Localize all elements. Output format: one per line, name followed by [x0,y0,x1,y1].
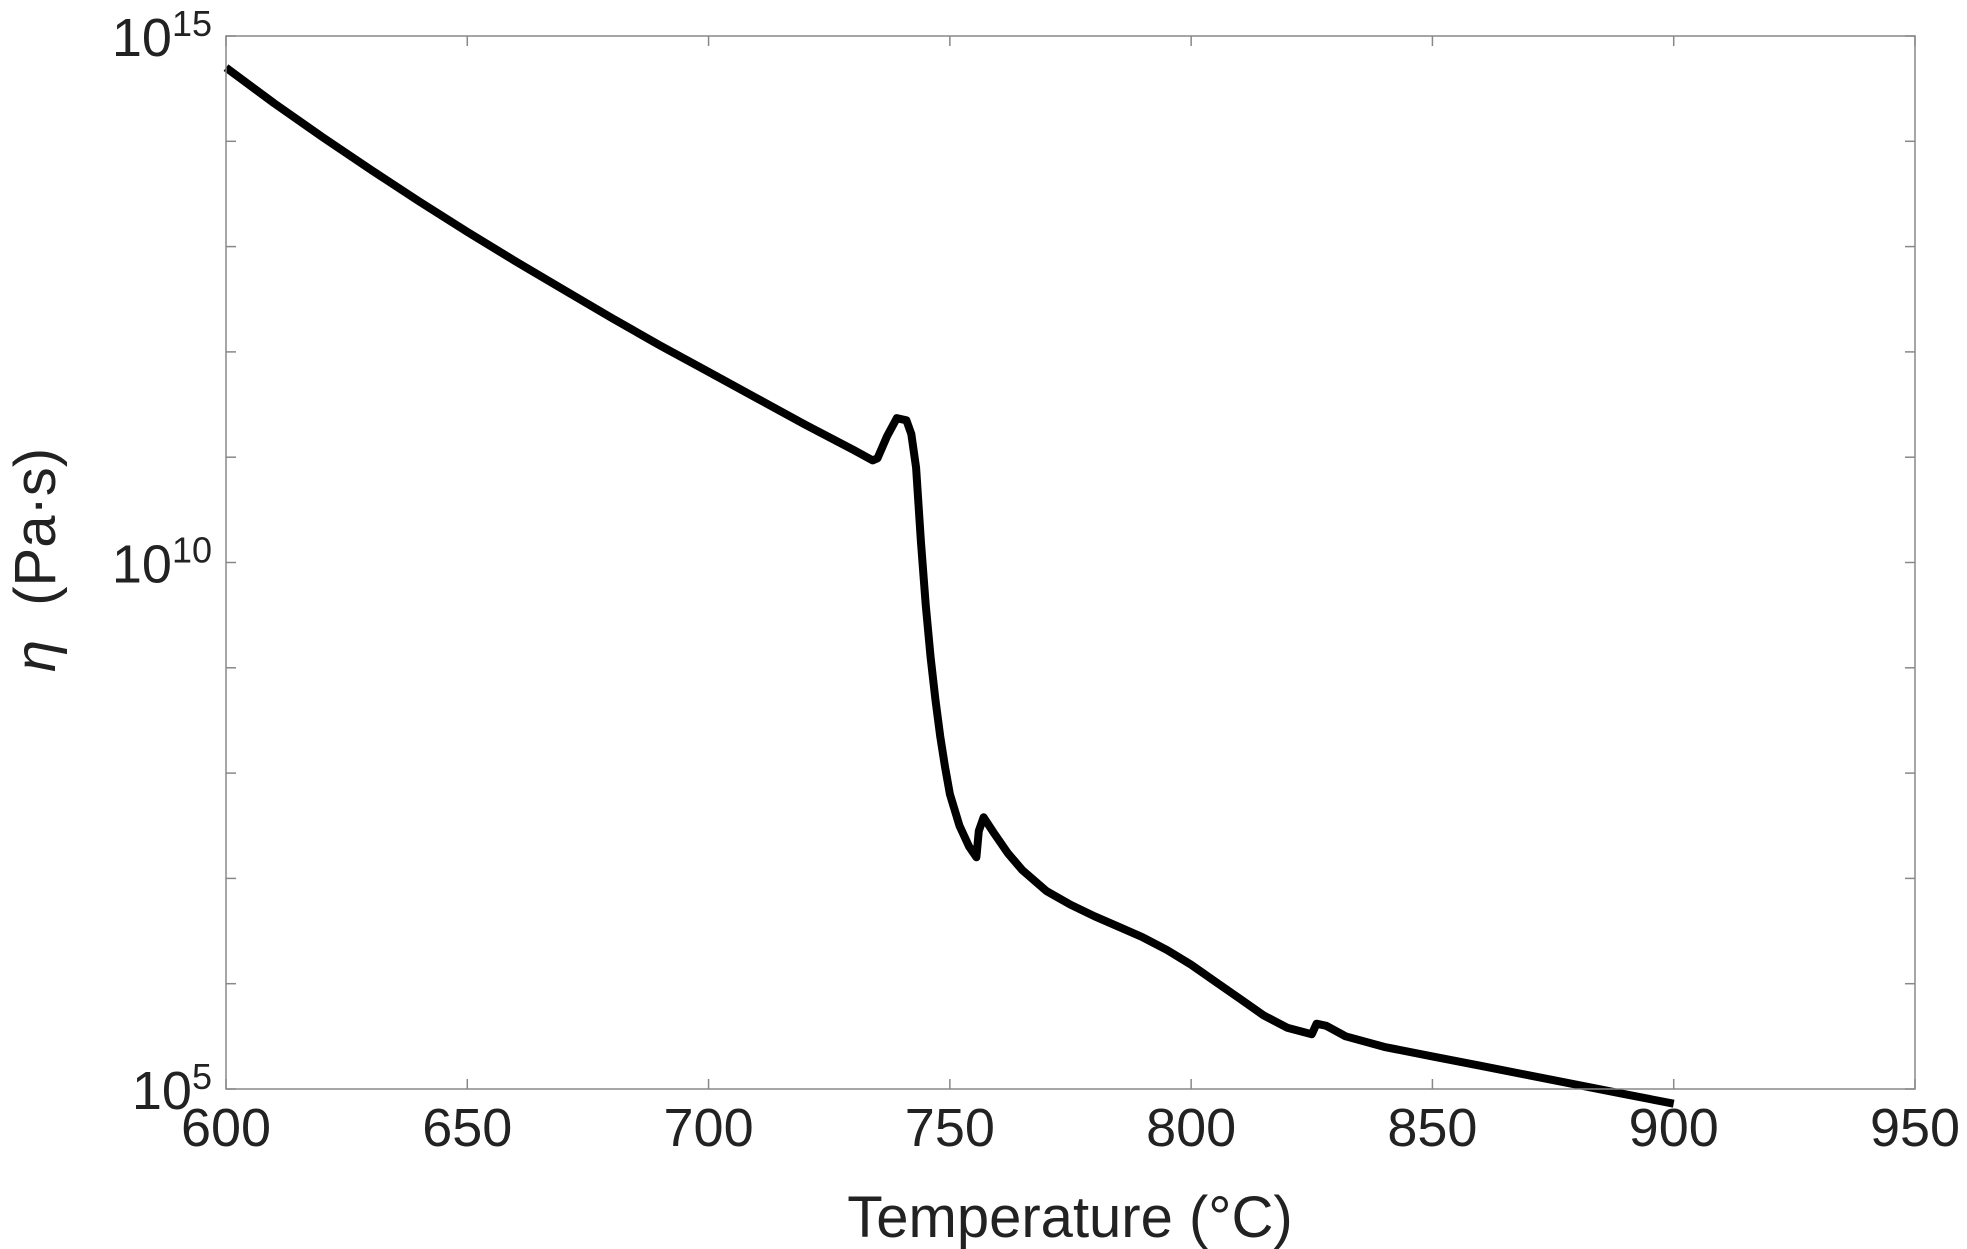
x-axis-label: Temperature (°C) [847,1185,1292,1249]
x-tick-label: 850 [1387,1098,1477,1158]
x-tick-label: 750 [905,1098,995,1158]
series-layer [223,64,1675,1108]
x-tick-label: 600 [181,1098,271,1158]
y-axis-label: η (Pa·s) [3,448,68,672]
y-axis-symbol: η [3,640,68,672]
y-tick-label: 105 [132,1056,212,1121]
x-tick-label: 950 [1870,1098,1960,1158]
y-minor-ticks [226,140,1915,985]
x-ticks: 600 650 700 750 800 850 900 950 [181,36,1960,1158]
x-tick-label: 650 [422,1098,512,1158]
x-tick-label: 900 [1629,1098,1719,1158]
plot-frame [225,35,1916,1090]
x-tick-label: 700 [664,1098,754,1158]
x-tick-label: 800 [1146,1098,1236,1158]
viscosity-series-line [223,64,1675,1108]
y-axis-unit: (Pa·s) [3,448,68,606]
y-ticks: 105 1010 1015 [112,3,1915,1121]
y-tick-label: 1010 [112,530,212,595]
y-tick-label: 1015 [112,3,212,68]
